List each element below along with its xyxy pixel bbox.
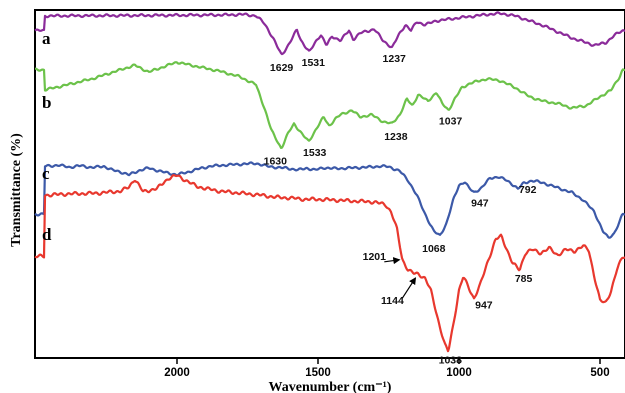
y-axis-title: Transmittance (%) [9,133,24,247]
x-tick-label-2000: 2000 [164,367,190,379]
peak-arrow-1144 [401,277,417,299]
x-tick-label-1000: 1000 [446,367,472,379]
series-line-d [34,174,625,353]
peak-label-c-792: 792 [519,184,537,196]
peak-label-b-1533: 1533 [303,147,327,159]
peak-label-a-1237: 1237 [383,53,407,65]
peak-label-a-1531: 1531 [302,57,326,69]
peak-label-c-947: 947 [471,198,489,210]
plot-frame [34,9,625,359]
x-axis-title: Wavenumber (cm⁻¹) [269,380,392,393]
series-name-c: c [42,164,50,183]
peak-label-d-1038: 1038 [439,355,463,367]
peak-label-d-1144: 1144 [381,295,404,307]
series-name-d: d [42,225,52,244]
series-line-a [34,11,625,56]
series-name-b: b [42,93,51,112]
peak-label-d-947: 947 [475,300,493,312]
peak-label-b-1630: 1630 [264,156,288,168]
x-tick-label-1500: 1500 [305,367,331,379]
series-line-c [34,161,625,239]
peak-label-c-1068: 1068 [422,243,446,255]
peak-label-a-1629: 1629 [270,62,294,74]
series-line-b [34,61,625,149]
peak-arrow-1201 [384,257,401,265]
peak-label-b-1238: 1238 [384,131,408,143]
peak-label-b-1037: 1037 [439,115,463,127]
x-tick-label-500: 500 [590,367,609,379]
peak-label-d-1201: 1201 [363,251,387,263]
peak-label-d-785: 785 [515,273,533,285]
series-name-a: a [42,29,51,48]
